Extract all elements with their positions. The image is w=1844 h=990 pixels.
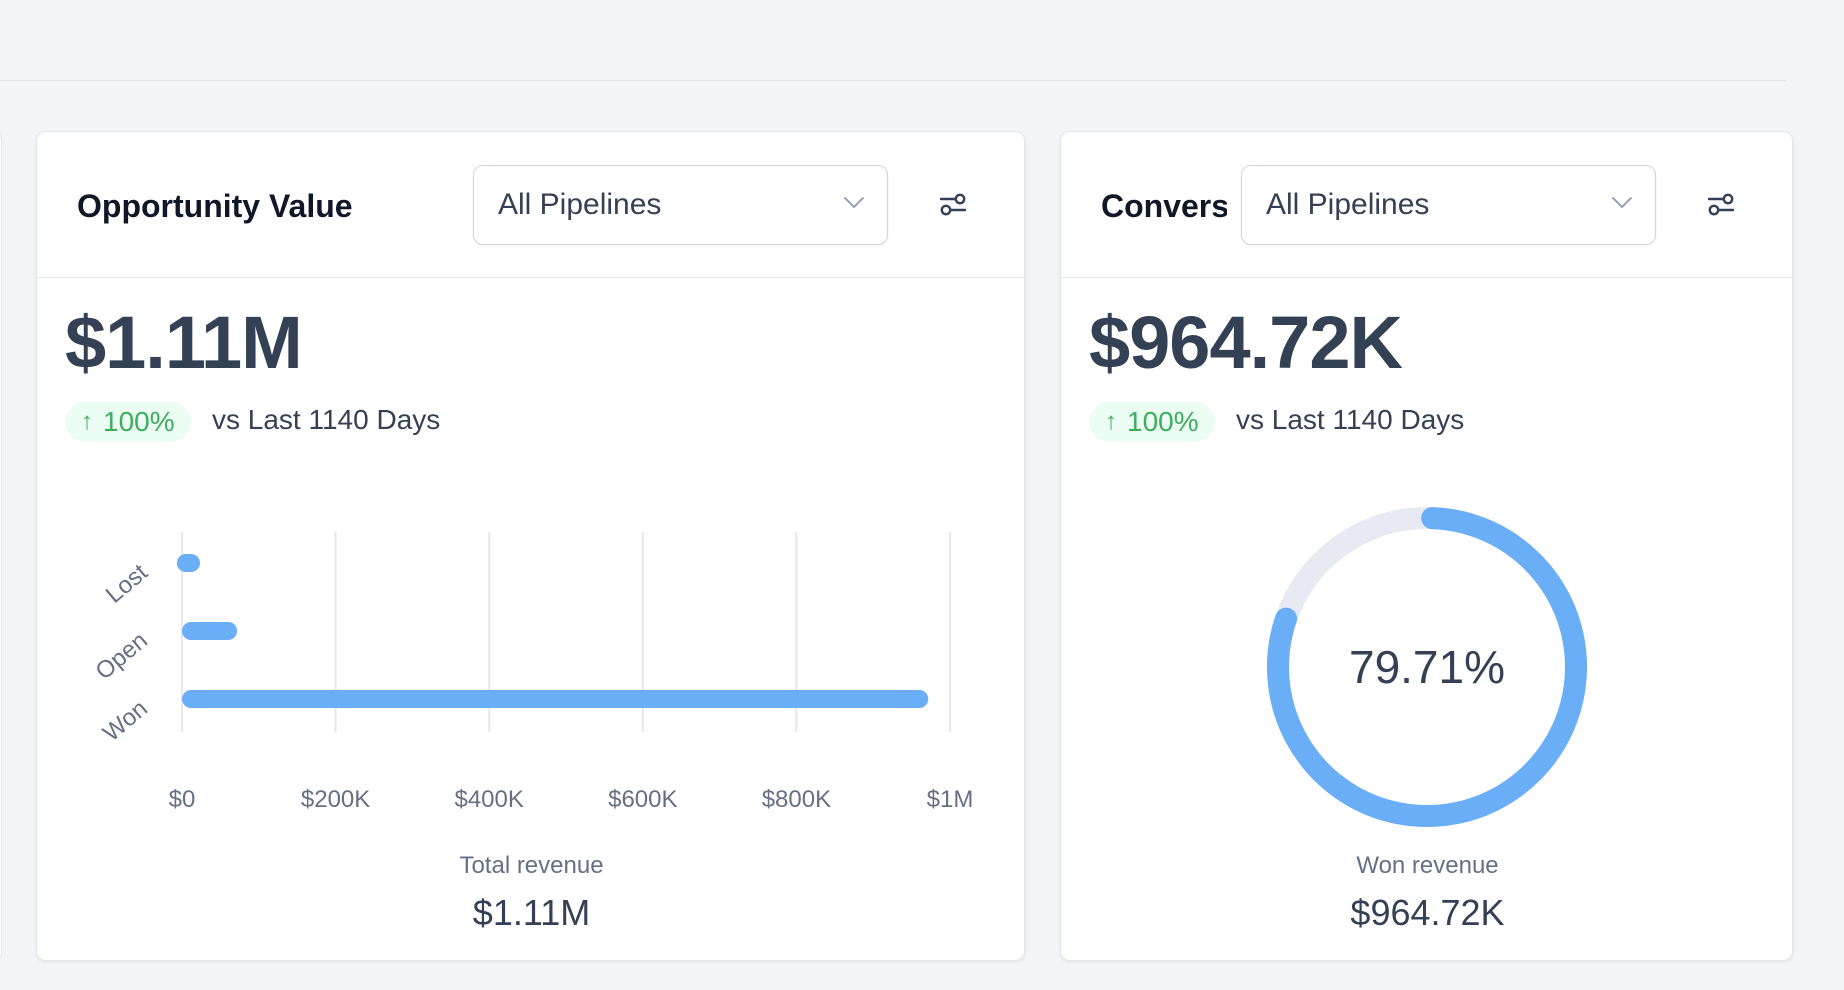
x-tick-label: $200K	[301, 786, 370, 813]
donut-center-label: 79.71%	[1349, 641, 1505, 693]
card-title: Conversion	[1101, 188, 1227, 224]
trend-percent: 100%	[1127, 406, 1199, 437]
conversion-donut-chart: 79.71%	[1267, 507, 1587, 827]
sliders-icon[interactable]	[1705, 190, 1737, 218]
trend-percent: 100%	[103, 406, 175, 437]
x-tick-label: $600K	[608, 786, 677, 813]
trend-comparison: vs Last 1140 Days	[212, 404, 441, 435]
arrow-up-icon: ↑	[81, 408, 93, 435]
trend-badge: ↑ 100%	[65, 402, 191, 442]
opportunity-value-card: Opportunity Value All Pipelines $1.11M ↑…	[36, 131, 1025, 961]
arrow-up-icon: ↑	[1105, 408, 1117, 435]
won-total-value: $964.72K	[1089, 301, 1403, 384]
opportunity-total-value: $1.11M	[65, 301, 303, 384]
x-tick-label: $800K	[762, 786, 831, 813]
y-category-label: Lost	[101, 559, 153, 609]
x-tick-label: $0	[169, 786, 196, 813]
pipeline-select-value: All Pipelines	[1266, 188, 1430, 221]
won-revenue-value: $964.72K	[1350, 892, 1505, 933]
card-title: Opportunity Value	[77, 188, 353, 224]
opportunity-bar-chart: $0 $200K $400K $600K $800K $1M Lost Open Won	[91, 532, 974, 813]
x-tick-label: $1M	[927, 786, 974, 813]
trend-badge: ↑ 100%	[1089, 402, 1215, 442]
total-revenue-label: Total revenue	[459, 852, 604, 879]
card-header: Opportunity Value All Pipelines	[37, 132, 1024, 278]
pipeline-select[interactable]: All Pipelines	[1241, 165, 1656, 245]
y-category-label: Won	[98, 695, 153, 747]
donut-arc	[1267, 507, 1587, 827]
chevron-down-icon	[1612, 197, 1632, 208]
pipeline-select[interactable]: All Pipelines	[473, 165, 888, 245]
top-divider	[0, 80, 1786, 81]
total-revenue-value: $1.11M	[472, 892, 591, 933]
y-category-label: Open	[91, 627, 153, 685]
x-tick-label: $400K	[454, 786, 523, 813]
card-header: Conversion All Pipelines	[1061, 132, 1792, 278]
trend-comparison: vs Last 1140 Days	[1236, 404, 1465, 435]
chevron-down-icon	[844, 197, 864, 208]
sliders-icon[interactable]	[937, 190, 969, 218]
conversion-card: Conversion All Pipelines $964.72K ↑ 100%…	[1060, 131, 1793, 961]
adjacent-card-edge	[0, 132, 2, 960]
pipeline-select-value: All Pipelines	[498, 188, 662, 221]
won-revenue-label: Won revenue	[1356, 852, 1499, 879]
